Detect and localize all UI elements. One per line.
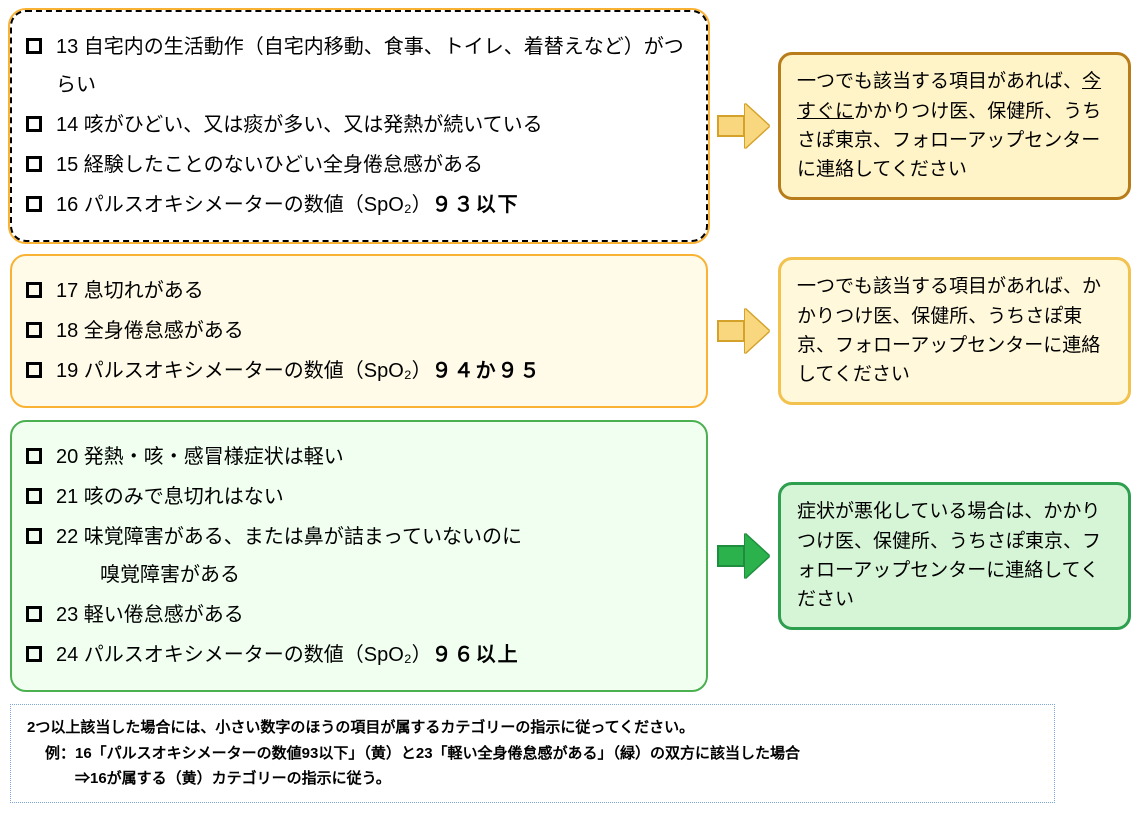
checkbox-icon[interactable] xyxy=(26,606,42,622)
arrow-right-icon xyxy=(717,534,769,578)
check-item-19: 19 パルスオキシメーターの数値（SpO₂）９４か９５ xyxy=(26,352,688,390)
item-text: 14 咳がひどい、又は痰が多い、又は発熱が続いている xyxy=(56,106,688,144)
checkbox-icon[interactable] xyxy=(26,448,42,464)
item-text: 21 咳のみで息切れはない xyxy=(56,478,688,516)
check-item-20: 20 発熱・咳・感冒様症状は軽い xyxy=(26,438,688,476)
checkbox-icon[interactable] xyxy=(26,646,42,662)
arrow-column xyxy=(708,534,778,578)
check-item-14: 14 咳がひどい、又は痰が多い、又は発熱が続いている xyxy=(26,106,688,144)
checkbox-icon[interactable] xyxy=(26,196,42,212)
checkbox-icon[interactable] xyxy=(26,322,42,338)
checkbox-icon[interactable] xyxy=(26,282,42,298)
symptom-flowchart: 13 自宅内の生活動作（自宅内移動、食事、トイレ、着替えなど）がつらい14 咳が… xyxy=(10,10,1131,803)
checklist-box-1: 17 息切れがある18 全身倦怠感がある19 パルスオキシメーターの数値（SpO… xyxy=(10,254,708,408)
check-item-15: 15 経験したことのないひどい全身倦怠感がある xyxy=(26,146,688,184)
check-item-21: 21 咳のみで息切れはない xyxy=(26,478,688,516)
check-item-16: 16 パルスオキシメーターの数値（SpO₂）９３以下 xyxy=(26,186,688,224)
checkbox-icon[interactable] xyxy=(26,362,42,378)
footer-line2: 例：16「パルスオキシメーターの数値93以下」（黄）と23「軽い全身倦怠感がある… xyxy=(27,741,1038,767)
item-text: 16 パルスオキシメーターの数値（SpO₂）９３以下 xyxy=(56,186,688,224)
checkbox-icon[interactable] xyxy=(26,156,42,172)
severity-row-2: 20 発熱・咳・感冒様症状は軽い21 咳のみで息切れはない22 味覚障害がある、… xyxy=(10,420,1131,692)
checkbox-icon[interactable] xyxy=(26,38,42,54)
item-text: 23 軽い倦怠感がある xyxy=(56,596,688,634)
severity-row-0: 13 自宅内の生活動作（自宅内移動、食事、トイレ、着替えなど）がつらい14 咳が… xyxy=(10,10,1131,242)
check-item-22: 22 味覚障害がある、または鼻が詰まっていないのに嗅覚障害がある xyxy=(26,518,688,594)
footer-note: 2つ以上該当した場合には、小さい数字のほうの項目が属するカテゴリーの指示に従って… xyxy=(10,704,1055,803)
checkbox-icon[interactable] xyxy=(26,528,42,544)
check-item-23: 23 軽い倦怠感がある xyxy=(26,596,688,634)
checklist-box-0: 13 自宅内の生活動作（自宅内移動、食事、トイレ、着替えなど）がつらい14 咳が… xyxy=(10,10,708,242)
checkbox-icon[interactable] xyxy=(26,116,42,132)
item-text: 13 自宅内の生活動作（自宅内移動、食事、トイレ、着替えなど）がつらい xyxy=(56,28,688,104)
check-item-18: 18 全身倦怠感がある xyxy=(26,312,688,350)
instruction-callout-1: 一つでも該当する項目があれば、かかりつけ医、保健所、うちさぽ東京、フォローアップ… xyxy=(778,257,1131,405)
footer-line3: ⇒16が属する（黄）カテゴリーの指示に従う。 xyxy=(27,766,1038,792)
arrow-right-icon xyxy=(717,309,769,353)
footer-line1: 2つ以上該当した場合には、小さい数字のほうの項目が属するカテゴリーの指示に従って… xyxy=(27,719,694,736)
arrow-right-icon xyxy=(717,104,769,148)
item-text: 15 経験したことのないひどい全身倦怠感がある xyxy=(56,146,688,184)
instruction-callout-2: 症状が悪化している場合は、かかりつけ医、保健所、うちさぽ東京、フォローアップセン… xyxy=(778,482,1131,630)
item-text: 22 味覚障害がある、または鼻が詰まっていないのに嗅覚障害がある xyxy=(56,518,688,594)
item-text: 18 全身倦怠感がある xyxy=(56,312,688,350)
item-text: 19 パルスオキシメーターの数値（SpO₂）９４か９５ xyxy=(56,352,688,390)
arrow-column xyxy=(708,104,778,148)
item-text: 20 発熱・咳・感冒様症状は軽い xyxy=(56,438,688,476)
check-item-24: 24 パルスオキシメーターの数値（SpO₂）９６以上 xyxy=(26,636,688,674)
checklist-box-2: 20 発熱・咳・感冒様症状は軽い21 咳のみで息切れはない22 味覚障害がある、… xyxy=(10,420,708,692)
instruction-callout-0: 一つでも該当する項目があれば、今すぐにかかりつけ医、保健所、うちさぽ東京、フォロ… xyxy=(778,52,1131,200)
item-text: 24 パルスオキシメーターの数値（SpO₂）９６以上 xyxy=(56,636,688,674)
arrow-column xyxy=(708,309,778,353)
checkbox-icon[interactable] xyxy=(26,488,42,504)
check-item-17: 17 息切れがある xyxy=(26,272,688,310)
check-item-13: 13 自宅内の生活動作（自宅内移動、食事、トイレ、着替えなど）がつらい xyxy=(26,28,688,104)
severity-row-1: 17 息切れがある18 全身倦怠感がある19 パルスオキシメーターの数値（SpO… xyxy=(10,254,1131,408)
item-text: 17 息切れがある xyxy=(56,272,688,310)
